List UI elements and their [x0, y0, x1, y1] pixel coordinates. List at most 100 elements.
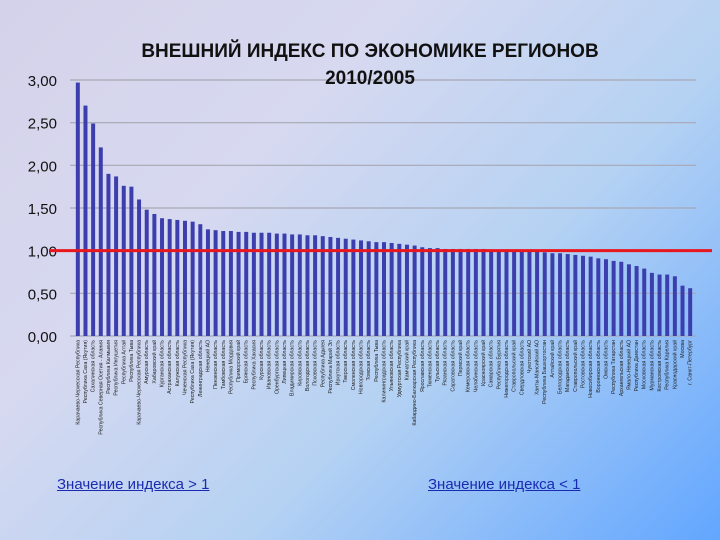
x-tick-label: Ставропольский край: [572, 340, 579, 392]
bar: [290, 234, 295, 336]
bar: [228, 231, 233, 336]
x-tick-label: Кемеровская область: [466, 340, 472, 392]
x-tick-label: Чеченская Республика: [182, 340, 188, 395]
bar: [182, 220, 187, 336]
x-tick-label: Липецкая область: [282, 340, 288, 384]
y-tick-label: 3,00: [28, 73, 57, 90]
x-tick-label: Костромская область: [657, 340, 663, 392]
x-tick-label: Томская область: [366, 340, 372, 381]
bar: [244, 231, 249, 336]
bar: [550, 253, 555, 336]
x-tick-label: Ленинградская область: [198, 340, 204, 397]
x-tick-label: Ханты-Мансийский АО: [534, 340, 541, 395]
bar: [603, 259, 608, 336]
bar: [167, 219, 172, 336]
bar: [382, 242, 386, 336]
bar: [106, 173, 111, 336]
bar: [259, 232, 264, 336]
bar: [427, 248, 432, 336]
x-tick-label: Республика Саха (Якутия): [190, 340, 196, 404]
bar: [343, 238, 348, 336]
x-tick-label: Псковская область: [313, 340, 319, 386]
bar: [642, 268, 647, 336]
x-tick-label: Камчатский край: [403, 340, 410, 380]
bar: [328, 237, 333, 336]
bar: [435, 248, 440, 336]
x-tick-label: Новосибирская область: [588, 340, 594, 398]
bar: [129, 186, 134, 336]
x-tick-label: Москва: [680, 340, 686, 358]
x-tick-label: Челябинская область: [473, 340, 479, 392]
x-tick-label: Оренбургская область: [274, 340, 280, 394]
x-tick-label: Хабаровский край: [151, 340, 158, 384]
x-tick-label: Саратовская область: [450, 340, 456, 392]
bar: [581, 255, 586, 336]
bar: [205, 229, 210, 336]
x-tick-label: Республика Тыва: [374, 340, 380, 382]
x-tick-label: Алтайский край: [549, 340, 556, 378]
y-tick-label: 1,50: [28, 201, 57, 218]
x-tick-label: Омская область: [603, 340, 609, 379]
bar: [535, 251, 540, 336]
bar: [688, 288, 693, 336]
bar: [519, 250, 524, 336]
x-tick-label: Тульская область: [435, 340, 441, 383]
bar: [366, 241, 371, 336]
bar: [359, 240, 364, 336]
x-tick-label: Кировская область: [297, 340, 303, 386]
bar: [542, 252, 547, 336]
legend-link-below-one[interactable]: Значение индекса < 1: [428, 476, 581, 493]
bar: [397, 243, 402, 336]
bar: [137, 199, 142, 336]
bar: [558, 253, 563, 336]
bar: [481, 248, 486, 336]
x-tick-label: Краснодарский край: [671, 340, 678, 389]
x-tick-label: Ненецкий АО: [204, 340, 211, 372]
bar: [75, 82, 80, 336]
bar: [473, 248, 478, 336]
chart-subtitle: 2010/2005: [325, 68, 415, 89]
x-tick-label: Амурская область: [144, 340, 150, 384]
x-tick-label: Республика Карелия: [665, 340, 671, 390]
bar: [619, 261, 624, 336]
x-tick-label: Ростовская область: [581, 340, 587, 388]
bar: [672, 276, 677, 336]
x-tick-label: Пензенская область: [213, 340, 219, 389]
x-tick-label: Ставропольский край: [511, 340, 518, 392]
x-axis-category-labels: Карачаево-Черкесская Республика Республик…: [75, 340, 693, 435]
bar: [236, 231, 241, 336]
x-tick-label: Курская область: [259, 340, 265, 380]
bar: [114, 176, 119, 336]
bar: [83, 105, 88, 336]
x-tick-label: г. Санкт-Петербург: [688, 340, 694, 385]
x-tick-label: Калужская область: [175, 340, 181, 387]
bar: [611, 260, 616, 336]
x-tick-label: Московская область: [642, 340, 648, 389]
bar: [489, 249, 494, 336]
y-tick-label: 0,50: [28, 286, 57, 303]
bar: [305, 235, 310, 336]
x-tick-label: Нижегородская область: [504, 340, 510, 398]
x-tick-label: Ивановская область: [267, 340, 273, 389]
x-tick-label: Магаданская область: [565, 340, 571, 392]
x-tick-label: Свердловская область: [519, 340, 525, 395]
x-tick-label: Ярославская область: [420, 340, 426, 392]
bar: [152, 213, 157, 336]
bar: [98, 147, 103, 336]
bar: [374, 242, 379, 336]
x-tick-label: Пермский край: [457, 340, 464, 376]
x-tick-label: Ямало-Ненецкий АО: [625, 340, 632, 390]
x-tick-label: Тамбовская область: [221, 340, 227, 389]
bar: [596, 258, 601, 336]
bar: [443, 248, 448, 336]
x-tick-label: Мурманская область: [649, 340, 655, 391]
x-tick-label: Республика Татарстан: [611, 340, 617, 394]
bar: [389, 242, 394, 336]
bar: [282, 233, 287, 336]
bar: [496, 249, 501, 336]
legend-link-above-one[interactable]: Значение индекса > 1: [57, 476, 210, 493]
y-tick-label: 0,00: [28, 329, 57, 346]
bar: [527, 251, 532, 336]
bar: [588, 256, 593, 336]
bar: [512, 250, 517, 336]
